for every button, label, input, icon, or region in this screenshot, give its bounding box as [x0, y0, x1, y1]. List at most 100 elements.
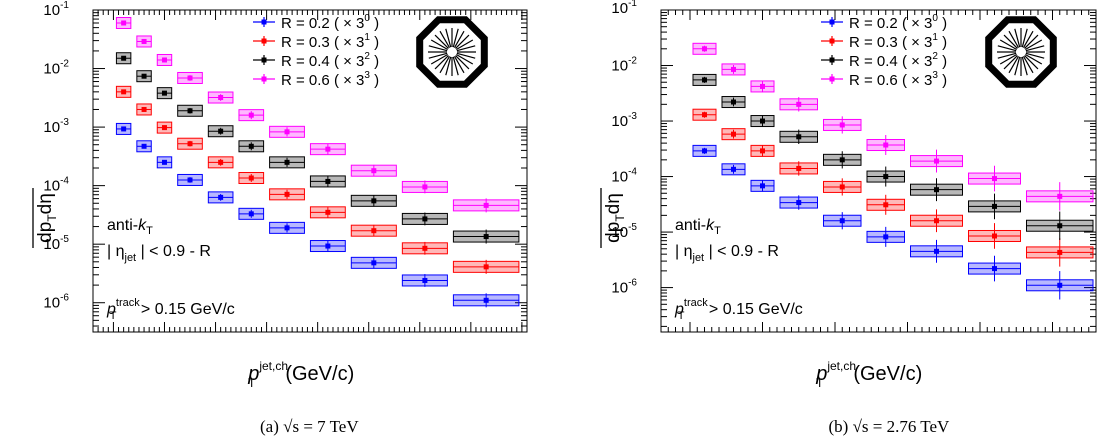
- data-point: [161, 159, 167, 165]
- logo-spoke: [1021, 28, 1028, 48]
- text-part: ): [370, 15, 379, 32]
- data-point: [796, 165, 802, 171]
- logo-spoke: [456, 39, 474, 51]
- text-part: > 0.15 GeV/c: [136, 301, 234, 318]
- text-part: ): [938, 72, 947, 89]
- text-part: R = 0.3 ( × 3: [281, 34, 364, 51]
- data-point: [121, 55, 127, 61]
- logo-octagon: [985, 16, 1057, 88]
- text-part: jet: [124, 252, 137, 264]
- data-point: [796, 134, 802, 140]
- text-part: dη: [603, 193, 624, 214]
- logo-spoke: [1008, 30, 1020, 48]
- text-part: k: [706, 217, 715, 234]
- text-part: -5: [628, 222, 637, 233]
- logo-spoke: [434, 55, 449, 70]
- logo-spoke: [434, 34, 449, 49]
- legend-label: R = 0.3 ( × 31 ): [281, 32, 379, 51]
- logo-spoke: [428, 45, 448, 52]
- text-part: R = 0.6 ( × 3: [849, 72, 932, 89]
- legend-marker: [261, 76, 267, 82]
- data-point: [161, 57, 167, 63]
- data-point: [992, 233, 997, 239]
- logo-spoke: [453, 56, 465, 74]
- legend-marker: [829, 76, 835, 82]
- subcaption: (b) √s = 2.76 TeV: [829, 417, 951, 436]
- y-tick-label: 10-1: [43, 0, 69, 19]
- legend-marker: [829, 38, 835, 44]
- logo-spoke: [999, 39, 1017, 51]
- text-part: 10: [611, 0, 628, 17]
- data-point: [934, 158, 939, 164]
- text-part: dp: [35, 222, 56, 243]
- logo-spoke: [999, 53, 1017, 65]
- text-part: ): [938, 15, 947, 32]
- annotation-track-cut: ptrack T > 0.15 GeV/c: [106, 297, 235, 322]
- data-point: [248, 211, 254, 217]
- y-tick-label: 10-6: [611, 278, 637, 297]
- text-part: p: [674, 301, 684, 318]
- text-part: R = 0.6 ( × 3: [281, 72, 364, 89]
- text-part: 3: [364, 70, 370, 81]
- text-part: 10: [43, 61, 60, 78]
- data-point: [731, 166, 736, 172]
- text-part: -3: [628, 111, 637, 122]
- logo-spoke: [452, 56, 459, 76]
- data-point: [839, 157, 845, 163]
- logo-spoke: [1025, 39, 1043, 51]
- legend-marker: [261, 57, 267, 63]
- data-point: [161, 90, 167, 96]
- text-part: -1: [628, 0, 637, 9]
- text-part: p: [106, 301, 116, 318]
- plot-frame: [92, 9, 528, 333]
- logo-spoke: [1003, 55, 1018, 70]
- data-point: [702, 112, 707, 118]
- legend-label: R = 0.2 ( × 30 ): [849, 13, 947, 32]
- text-part: 1: [932, 32, 938, 43]
- text-part: -3: [60, 117, 69, 128]
- data-point: [702, 77, 707, 83]
- data-point: [248, 143, 254, 149]
- logo-spoke: [439, 30, 451, 48]
- data-point: [760, 183, 765, 189]
- data-point: [371, 228, 377, 234]
- logo-spoke: [452, 28, 459, 48]
- logo-spoke: [445, 56, 452, 76]
- data-point: [839, 184, 845, 190]
- y-tick-label: 10-4: [43, 176, 69, 195]
- logo-spoke: [430, 39, 448, 51]
- logo-spoke: [1022, 30, 1034, 48]
- text-part: -6: [60, 293, 69, 304]
- data-point: [371, 260, 377, 266]
- data-point: [218, 159, 224, 165]
- y-tick-label: 10-1: [611, 0, 637, 17]
- text-part: | < 0.9 - R: [136, 243, 211, 260]
- data-point: [141, 38, 147, 44]
- data-point: [325, 146, 331, 152]
- legend-label: R = 0.6 ( × 33 ): [849, 70, 947, 89]
- text-part: | < 0.9 - R: [704, 243, 779, 260]
- text-part: T: [714, 225, 721, 237]
- data-point: [422, 184, 428, 190]
- text-part: jet,ch: [258, 359, 288, 373]
- subcaption: (a) √s = 7 TeV: [260, 417, 359, 436]
- data-point: [248, 112, 254, 118]
- logo-spoke: [430, 53, 448, 65]
- data-point: [248, 175, 254, 181]
- text-part: jet,ch: [826, 359, 856, 373]
- text-part: T: [816, 376, 824, 390]
- text-part: R = 0.4 ( × 3: [849, 53, 932, 70]
- text-part: 10: [611, 58, 628, 75]
- text-part: 10: [43, 119, 60, 136]
- data-point: [161, 125, 167, 131]
- text-part: R = 0.2 ( × 3: [849, 15, 932, 32]
- legend-label: R = 0.6 ( × 33 ): [281, 70, 379, 89]
- data-point: [187, 108, 193, 114]
- text-part: 10: [611, 224, 628, 241]
- text-part: 10: [43, 236, 60, 253]
- text-part: -2: [60, 59, 69, 70]
- data-point: [1057, 193, 1063, 199]
- text-part: 10: [611, 113, 628, 130]
- data-point: [371, 198, 377, 204]
- data-point: [325, 178, 331, 184]
